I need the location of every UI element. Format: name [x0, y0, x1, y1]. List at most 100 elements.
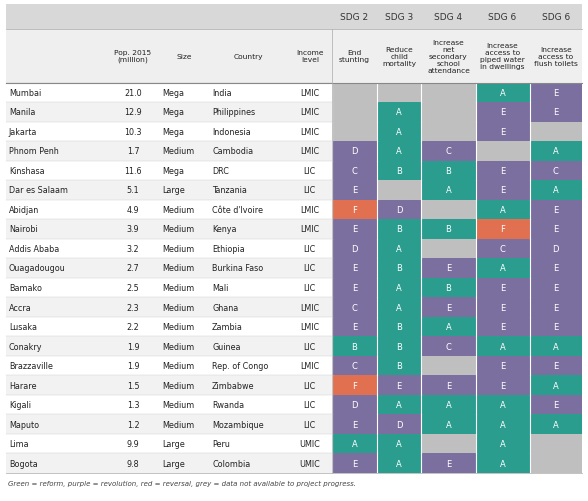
Text: A: A: [500, 420, 506, 429]
Text: SDG 3: SDG 3: [385, 13, 413, 22]
Text: UMIC: UMIC: [299, 459, 320, 467]
Bar: [6, 220, 332, 239]
Text: Manila: Manila: [9, 108, 35, 117]
Bar: [422, 356, 476, 376]
Text: B: B: [446, 166, 452, 175]
Bar: [377, 395, 422, 414]
Bar: [476, 200, 530, 220]
Text: C: C: [352, 361, 358, 370]
Text: 1.2: 1.2: [126, 420, 139, 429]
Bar: [377, 337, 422, 356]
Text: LIC: LIC: [304, 186, 316, 195]
Bar: [476, 317, 530, 337]
Text: D: D: [351, 244, 358, 254]
Text: Accra: Accra: [9, 303, 32, 312]
Bar: [6, 122, 332, 142]
Bar: [476, 220, 530, 239]
Text: 9.8: 9.8: [126, 459, 139, 467]
Bar: [6, 356, 332, 376]
Bar: [530, 395, 582, 414]
Text: SDG 2: SDG 2: [340, 13, 369, 22]
Text: C: C: [352, 166, 358, 175]
Bar: [476, 239, 530, 259]
Text: E: E: [500, 166, 505, 175]
Bar: [6, 239, 332, 259]
Text: B: B: [352, 342, 358, 351]
Bar: [476, 356, 530, 376]
Text: Medium: Medium: [162, 147, 195, 156]
Text: India: India: [212, 89, 232, 98]
Bar: [422, 161, 476, 181]
Bar: [422, 434, 476, 453]
Text: LMIC: LMIC: [300, 303, 319, 312]
Text: Medium: Medium: [162, 361, 195, 370]
Text: 11.6: 11.6: [124, 166, 142, 175]
Text: E: E: [396, 381, 402, 390]
Text: Kenya: Kenya: [212, 225, 236, 234]
Text: E: E: [553, 225, 559, 234]
Text: Medium: Medium: [162, 284, 195, 293]
Text: Medium: Medium: [162, 342, 195, 351]
Bar: [422, 278, 476, 298]
Bar: [377, 317, 422, 337]
Text: B: B: [396, 322, 402, 331]
Text: Brazzaville: Brazzaville: [9, 361, 53, 370]
Bar: [332, 453, 377, 473]
Bar: [332, 317, 377, 337]
Text: E: E: [553, 205, 559, 214]
Bar: [530, 103, 582, 122]
Text: A: A: [500, 89, 506, 98]
Bar: [530, 337, 582, 356]
Bar: [476, 122, 530, 142]
Text: A: A: [396, 459, 402, 467]
Text: C: C: [553, 166, 559, 175]
Bar: [422, 259, 476, 278]
Text: 10.3: 10.3: [124, 128, 142, 137]
Text: E: E: [500, 361, 505, 370]
Text: Medium: Medium: [162, 225, 195, 234]
Bar: [377, 278, 422, 298]
Text: 4.9: 4.9: [126, 205, 139, 214]
Bar: [377, 142, 422, 161]
Text: Medium: Medium: [162, 400, 195, 409]
Text: C: C: [446, 147, 452, 156]
Text: 1.3: 1.3: [127, 400, 139, 409]
Bar: [377, 434, 422, 453]
Bar: [6, 84, 332, 103]
Text: Bogota: Bogota: [9, 459, 38, 467]
Bar: [476, 376, 530, 395]
Bar: [332, 239, 377, 259]
Bar: [332, 84, 377, 103]
Text: End
stunting: End stunting: [339, 50, 370, 63]
Text: Medium: Medium: [162, 244, 195, 254]
Bar: [422, 103, 476, 122]
Bar: [422, 337, 476, 356]
Text: Mega: Mega: [162, 108, 184, 117]
Text: Income
level: Income level: [296, 50, 323, 63]
Text: 2.7: 2.7: [126, 264, 139, 273]
Text: LMIC: LMIC: [300, 361, 319, 370]
Bar: [377, 376, 422, 395]
Bar: [476, 278, 530, 298]
Bar: [530, 434, 582, 453]
Text: D: D: [351, 147, 358, 156]
Text: 5.1: 5.1: [126, 186, 139, 195]
Bar: [422, 239, 476, 259]
Text: E: E: [352, 322, 357, 331]
Text: Lima: Lima: [9, 439, 28, 448]
Text: A: A: [500, 459, 506, 467]
Text: A: A: [500, 400, 506, 409]
Text: Mozambique: Mozambique: [212, 420, 263, 429]
Text: B: B: [446, 225, 452, 234]
Bar: [6, 259, 332, 278]
Bar: [530, 298, 582, 317]
Text: Conakry: Conakry: [9, 342, 42, 351]
Text: Increase
access to
piped water
in dwellings: Increase access to piped water in dwelli…: [480, 43, 525, 70]
Bar: [530, 239, 582, 259]
Text: Large: Large: [162, 459, 185, 467]
Bar: [6, 181, 332, 200]
Text: Indonesia: Indonesia: [212, 128, 250, 137]
Text: Medium: Medium: [162, 205, 195, 214]
Bar: [332, 337, 377, 356]
Bar: [422, 122, 476, 142]
